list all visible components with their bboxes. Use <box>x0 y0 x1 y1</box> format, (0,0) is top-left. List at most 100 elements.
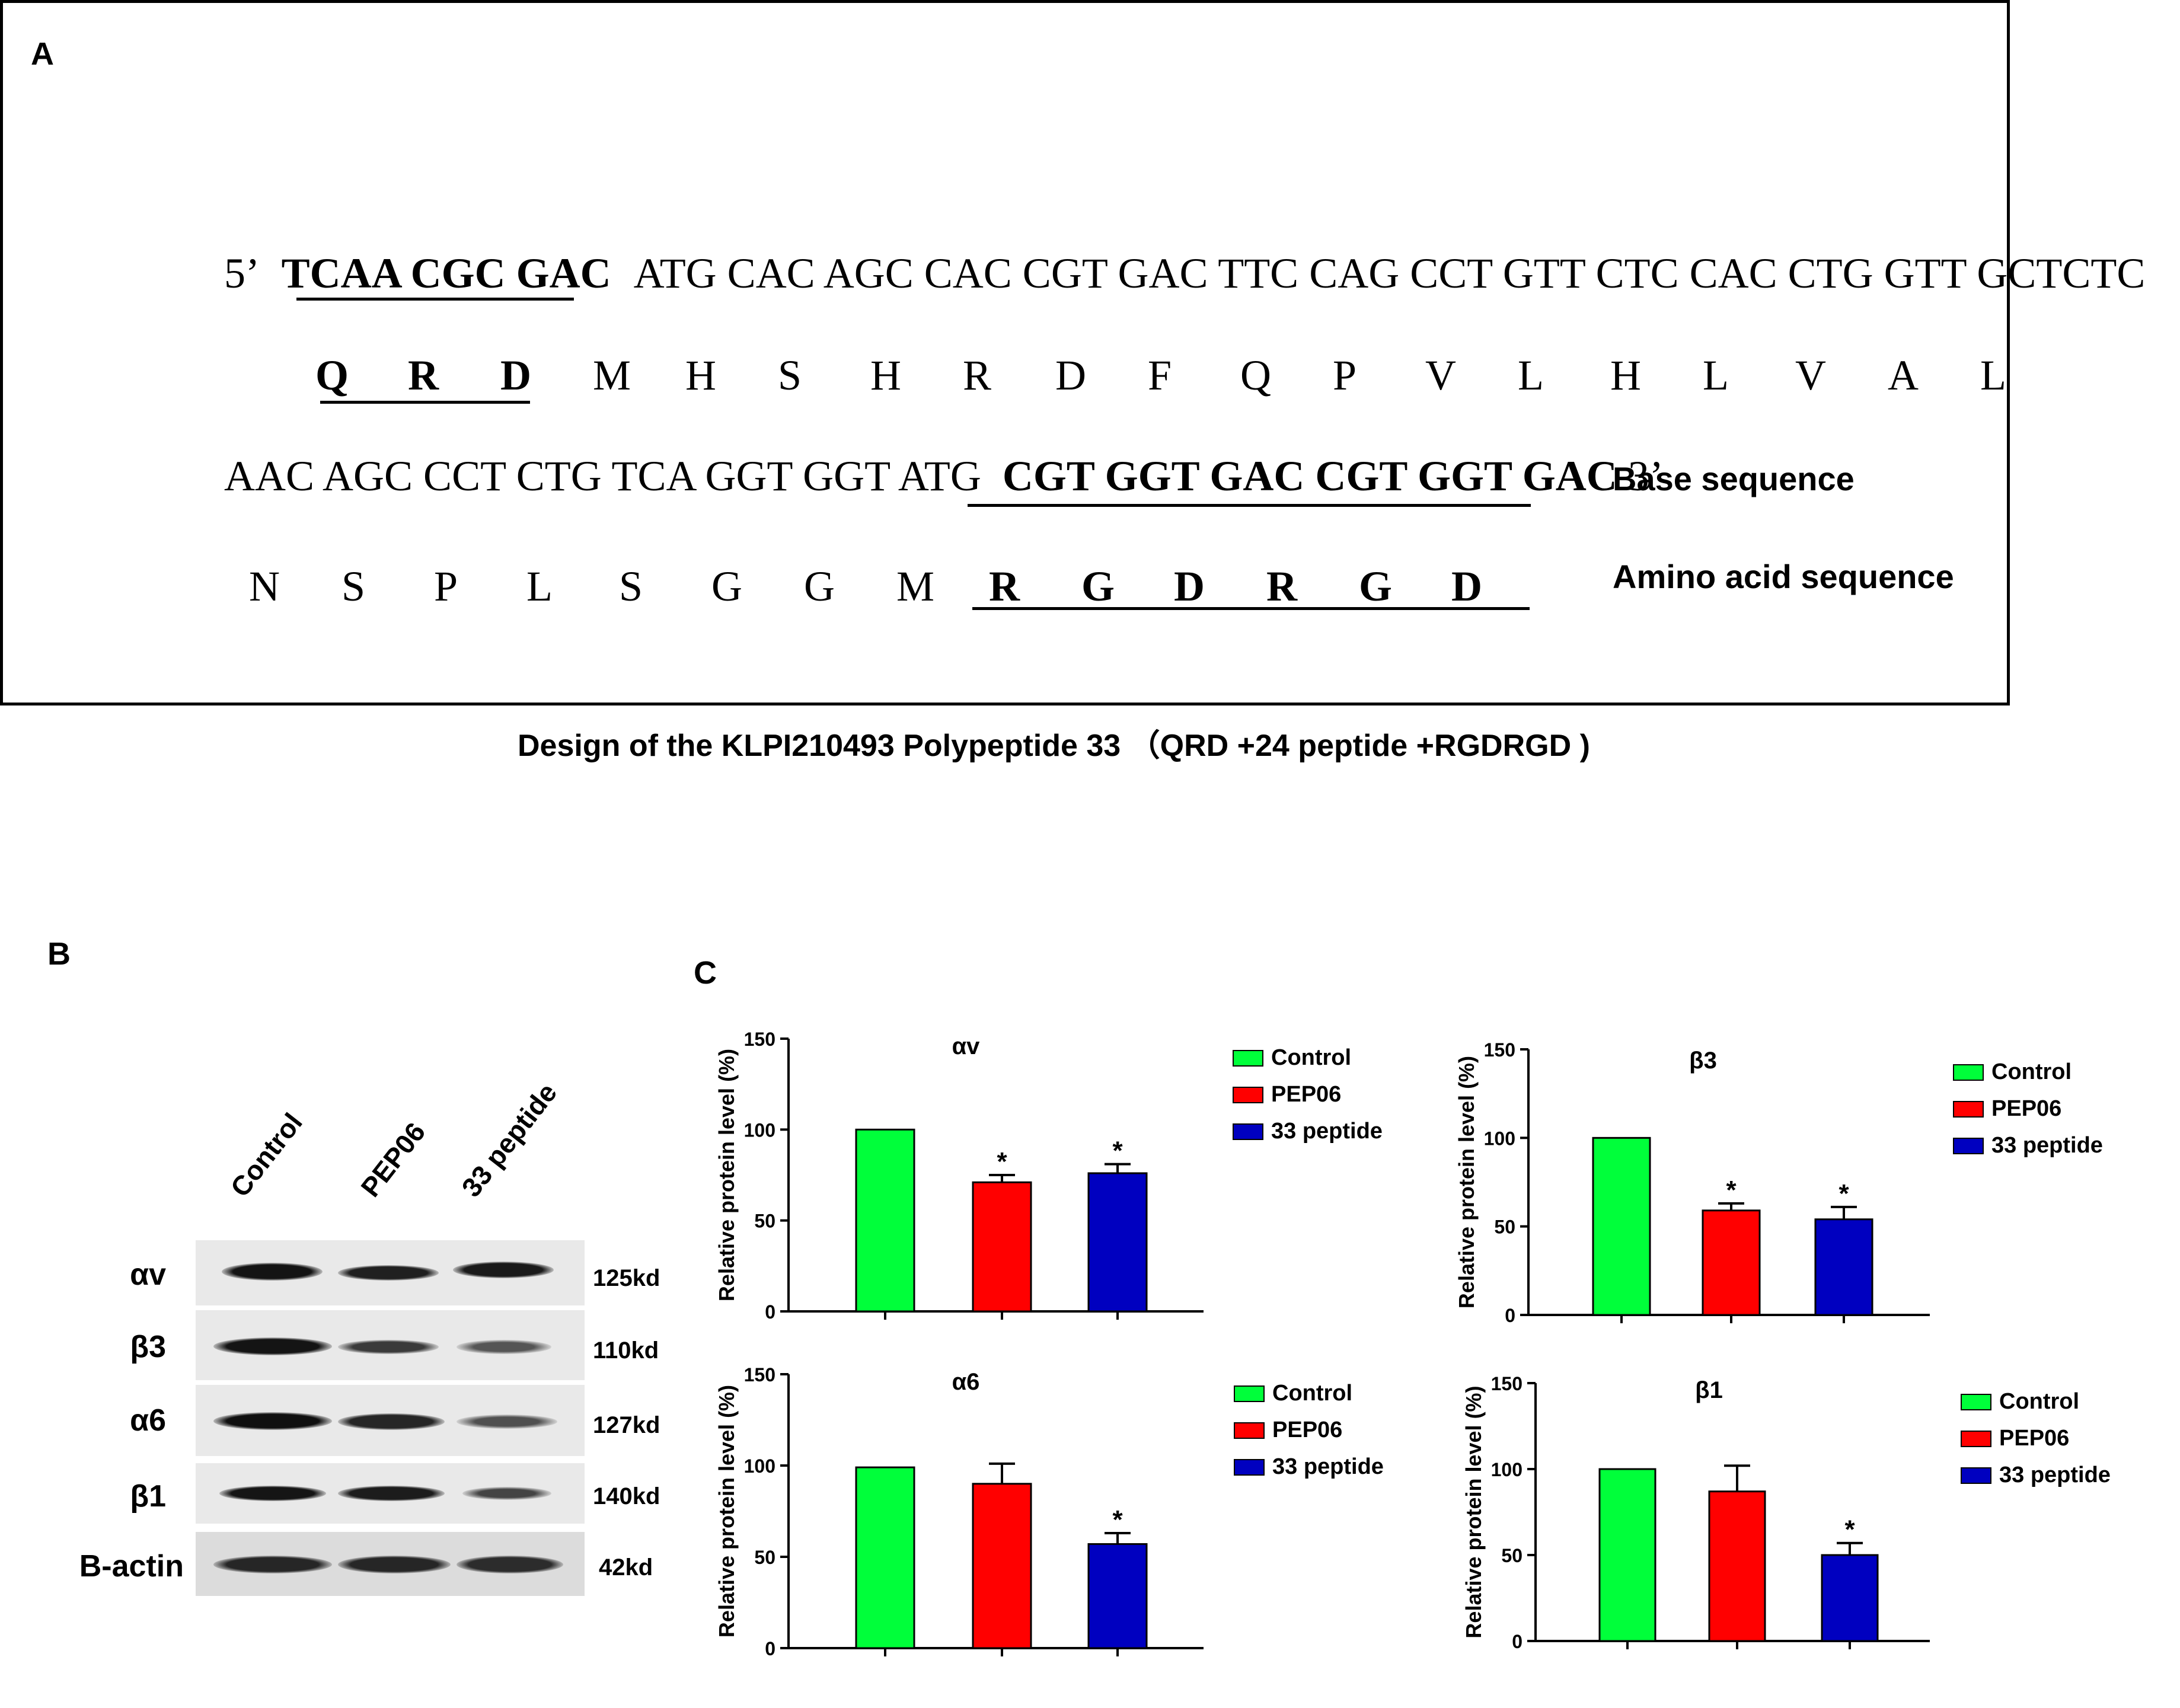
aa-residue: A <box>1888 352 1919 399</box>
y-tick-label: 150 <box>1491 1373 1523 1394</box>
sequence-design-box <box>0 0 2010 705</box>
bar-33-peptide <box>1087 1543 1148 1649</box>
aa-residue: Q <box>1240 352 1271 399</box>
kd-label-b-actin: 42kd <box>599 1554 653 1581</box>
aa-r-bold: R <box>989 563 1020 610</box>
bar-control <box>855 1466 915 1649</box>
band <box>457 1415 557 1429</box>
legend-swatch <box>1234 1459 1265 1476</box>
dna-line-2: AAC AGC CCT CTG TCA GGT GGT ATG CGT GGT … <box>224 452 1664 501</box>
aa-residue: L <box>1980 352 2006 399</box>
aa-residue: N <box>249 563 280 610</box>
aa-residue: M <box>896 563 935 610</box>
band <box>219 1486 326 1501</box>
aa-residue: H <box>685 352 716 399</box>
legend-label: Control <box>1271 1045 1351 1070</box>
y-axis-label: Relative protein level (%) <box>714 1049 739 1301</box>
legend-label: PEP06 <box>1271 1082 1341 1107</box>
blot-strip-b3 <box>196 1310 585 1380</box>
bar-33-peptide <box>1814 1218 1873 1316</box>
band <box>462 1487 551 1500</box>
legend-label: 33 peptide <box>1991 1133 2103 1158</box>
legend-base-sequence: Base sequence <box>1613 460 1855 497</box>
legend-swatch <box>1233 1123 1263 1140</box>
aa-d-bold: D <box>1174 563 1205 610</box>
aa-residue: R <box>963 352 992 399</box>
aa-residue: L <box>1703 352 1729 399</box>
bar-pep06 <box>972 1181 1032 1313</box>
aa-residue: H <box>870 352 901 399</box>
protein-label-b-actin: B-actin <box>79 1549 184 1584</box>
band <box>222 1263 323 1281</box>
significance-marker: * <box>1726 1176 1737 1205</box>
aa-residue: F <box>1148 352 1172 399</box>
y-tick-label: 0 <box>1512 1631 1523 1652</box>
y-tick-label: 0 <box>1505 1305 1515 1326</box>
bar-pep06 <box>1708 1490 1766 1642</box>
aa-d: D <box>500 352 531 399</box>
legend-swatch <box>1953 1101 1984 1118</box>
blot-strip-av <box>196 1240 585 1305</box>
aa-residue: L <box>1518 352 1544 399</box>
significance-marker: * <box>997 1147 1007 1176</box>
rgdrgd-base-underline <box>968 504 1531 507</box>
aa-residue: G <box>804 563 835 610</box>
legend-swatch <box>1234 1422 1265 1439</box>
panel-label-a: A <box>31 36 54 72</box>
aa-r-bold: R <box>1266 563 1297 610</box>
y-tick-label: 150 <box>744 1029 775 1050</box>
protein-label-av: αv <box>130 1257 166 1292</box>
qrd-coding-bases: TCAA CGC GAC <box>281 250 611 297</box>
bar-control <box>1598 1468 1656 1642</box>
legend-swatch <box>1961 1467 1991 1484</box>
aa-q: Q <box>315 352 349 399</box>
legend-label: 33 peptide <box>1272 1454 1384 1479</box>
band <box>338 1413 445 1430</box>
y-axis-label: Relative protein level (%) <box>714 1385 739 1637</box>
bar-33-peptide <box>1087 1172 1148 1313</box>
legend-label: 33 peptide <box>1271 1119 1383 1144</box>
panel-label-b: B <box>47 936 71 972</box>
aa-residue: S <box>778 352 802 399</box>
aa-r: R <box>408 352 439 399</box>
three-prime-marker: 3’ <box>1627 452 1664 500</box>
significance-marker: * <box>1112 1136 1123 1166</box>
y-tick-label: 100 <box>744 1455 775 1477</box>
blot-strip-b1 <box>196 1463 585 1524</box>
blot-strip-b-actin <box>196 1532 585 1596</box>
aa-g-bold: G <box>1359 563 1393 610</box>
kd-label-a6: 127kd <box>593 1412 660 1438</box>
aa-residue: P <box>1333 352 1357 399</box>
band <box>338 1340 439 1354</box>
kd-label-b3: 110kd <box>593 1337 659 1364</box>
qrd-amino-underline <box>320 401 530 404</box>
dna-line-1: 5’ TCAA CGC GAC ATG CAC AGC CAC CGT GAC … <box>224 249 2145 298</box>
chart-title: β3 <box>1689 1048 1717 1074</box>
legend-swatch <box>1961 1431 1991 1447</box>
legend-label: Control <box>1991 1059 2072 1084</box>
rgdrgd-coding-bases: CGT GGT GAC CGT GGT GAC <box>1002 452 1617 500</box>
aa-residue: V <box>1795 352 1826 399</box>
band <box>338 1486 445 1501</box>
protein-label-b1: β1 <box>130 1479 166 1514</box>
aa-residue: V <box>1425 352 1456 399</box>
aa-residue: S <box>341 563 366 610</box>
aa-residue: H <box>1610 352 1641 399</box>
y-axis-label: Relative protein level (%) <box>1461 1385 1486 1638</box>
band <box>338 1556 451 1573</box>
aa-residue: P <box>434 563 458 610</box>
y-tick-label: 50 <box>754 1547 775 1568</box>
bar-control <box>855 1128 915 1313</box>
panel-label-c: C <box>694 955 717 991</box>
y-tick-label: 50 <box>754 1211 775 1232</box>
y-tick-label: 50 <box>1501 1545 1523 1566</box>
chart-title: α6 <box>952 1369 980 1395</box>
peptide-coding-bases: ATG CAC AGC CAC CGT GAC TTC CAG CCT GTT … <box>633 250 2146 297</box>
band <box>453 1262 554 1278</box>
bar-pep06 <box>972 1483 1032 1649</box>
band <box>213 1556 332 1573</box>
legend-label: PEP06 <box>1272 1418 1342 1442</box>
